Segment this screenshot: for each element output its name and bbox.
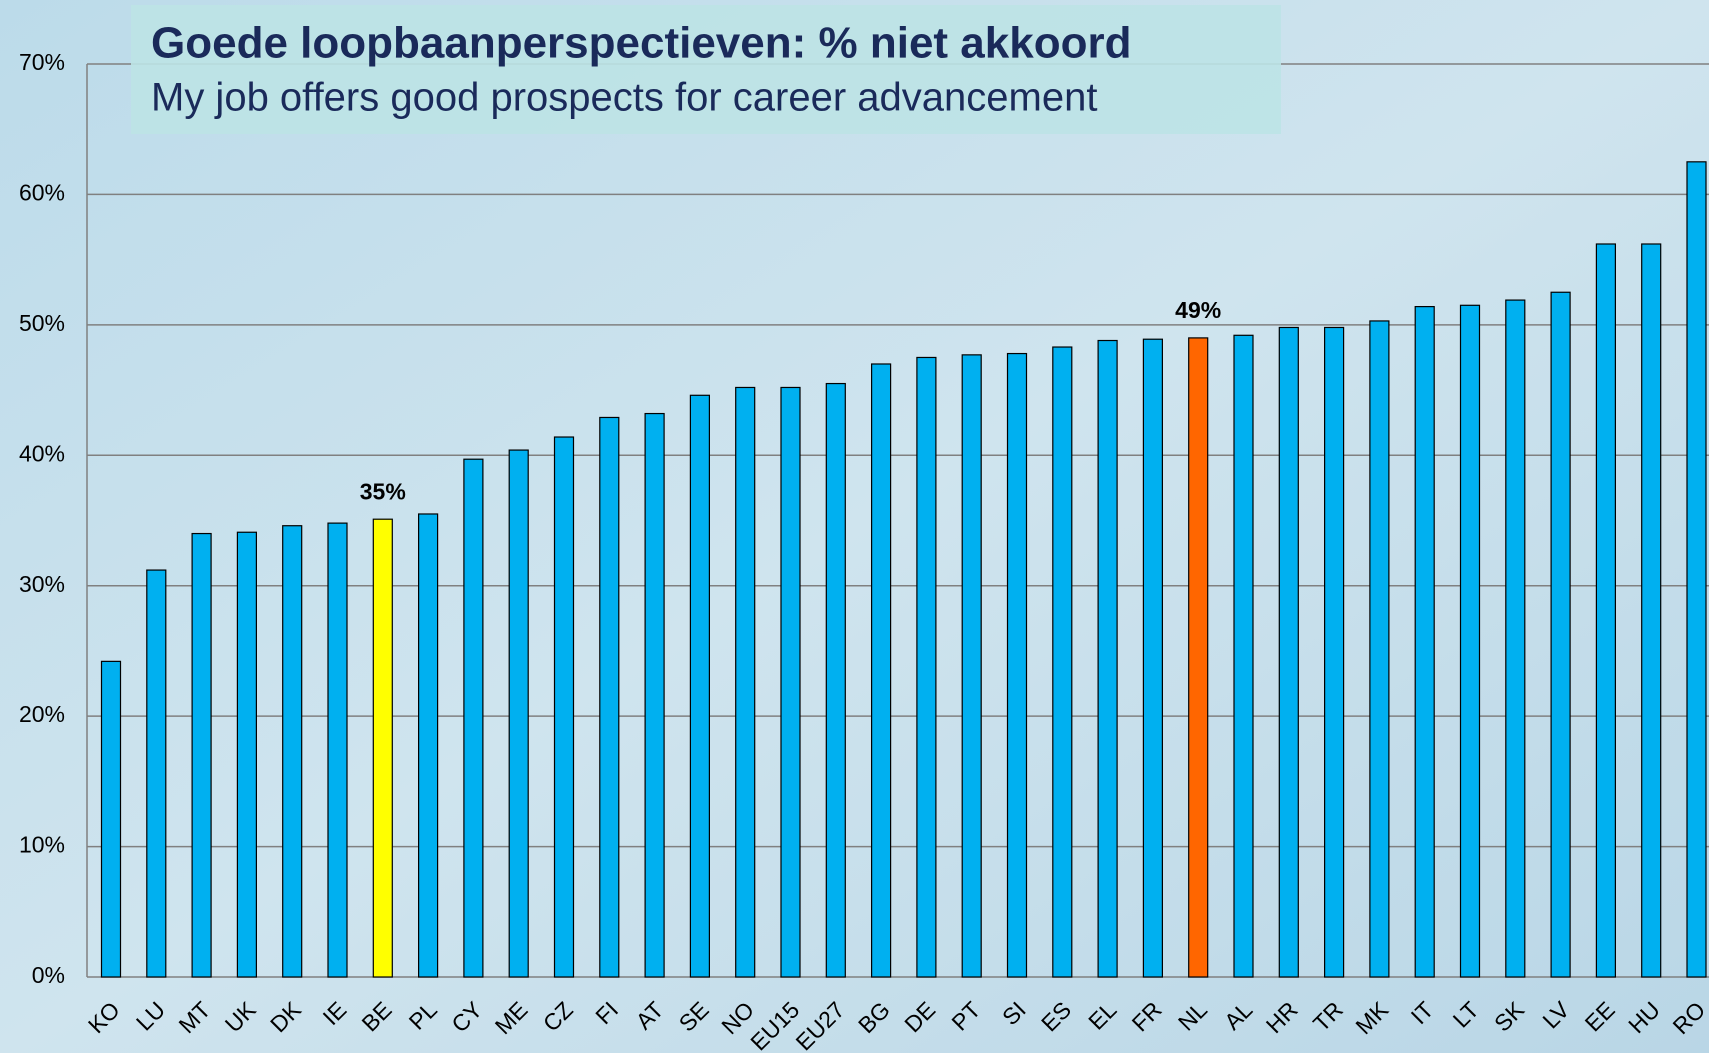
bar <box>146 569 167 978</box>
bar <box>463 458 484 978</box>
title-box <box>131 5 1281 134</box>
bar <box>689 394 711 978</box>
bar <box>282 525 303 978</box>
bar <box>599 416 620 978</box>
bar <box>1505 299 1526 978</box>
data-label: 35% <box>360 478 406 504</box>
bar <box>1369 320 1390 978</box>
bar <box>735 386 756 978</box>
bar <box>327 522 348 978</box>
bar <box>1686 161 1707 978</box>
bar <box>1414 305 1435 978</box>
bar <box>508 449 529 978</box>
bar <box>961 354 982 978</box>
bar <box>1641 243 1662 978</box>
plot-area: 0%10%20%30%40%50%60%70%KO LU MT UK DK IE BE35%… <box>19 49 1709 1053</box>
y-tick-label: 50% <box>19 310 65 336</box>
bar <box>236 531 257 978</box>
bar <box>1550 291 1571 978</box>
bar <box>1595 243 1617 978</box>
y-tick-label: 30% <box>19 571 65 597</box>
bar <box>870 363 892 978</box>
data-label: 49% <box>1175 297 1221 323</box>
bar <box>553 436 575 978</box>
bar <box>1233 334 1254 978</box>
bar <box>1142 338 1164 978</box>
bar <box>1188 337 1209 978</box>
bar <box>1278 326 1299 978</box>
bar <box>1459 304 1481 978</box>
bar <box>372 518 393 978</box>
y-tick-label: 60% <box>19 180 65 206</box>
bar <box>1052 346 1073 978</box>
y-tick-label: 70% <box>19 49 65 75</box>
bar <box>1097 339 1118 978</box>
chart-subtitle: My job offers good prospects for career … <box>151 76 1097 120</box>
bar <box>191 532 212 978</box>
bar <box>644 412 665 978</box>
bar <box>1323 326 1345 978</box>
y-tick-label: 0% <box>32 962 65 988</box>
y-tick-label: 40% <box>19 440 65 466</box>
chart-title: Goede loopbaanperspectieven: % niet akko… <box>151 19 1131 68</box>
bar <box>100 660 122 978</box>
bar <box>825 382 846 978</box>
bar <box>780 386 801 978</box>
y-tick-label: 10% <box>19 832 65 858</box>
y-tick-label: 20% <box>19 701 65 727</box>
bar <box>916 356 937 978</box>
bar <box>418 513 439 978</box>
bar <box>1006 352 1028 978</box>
